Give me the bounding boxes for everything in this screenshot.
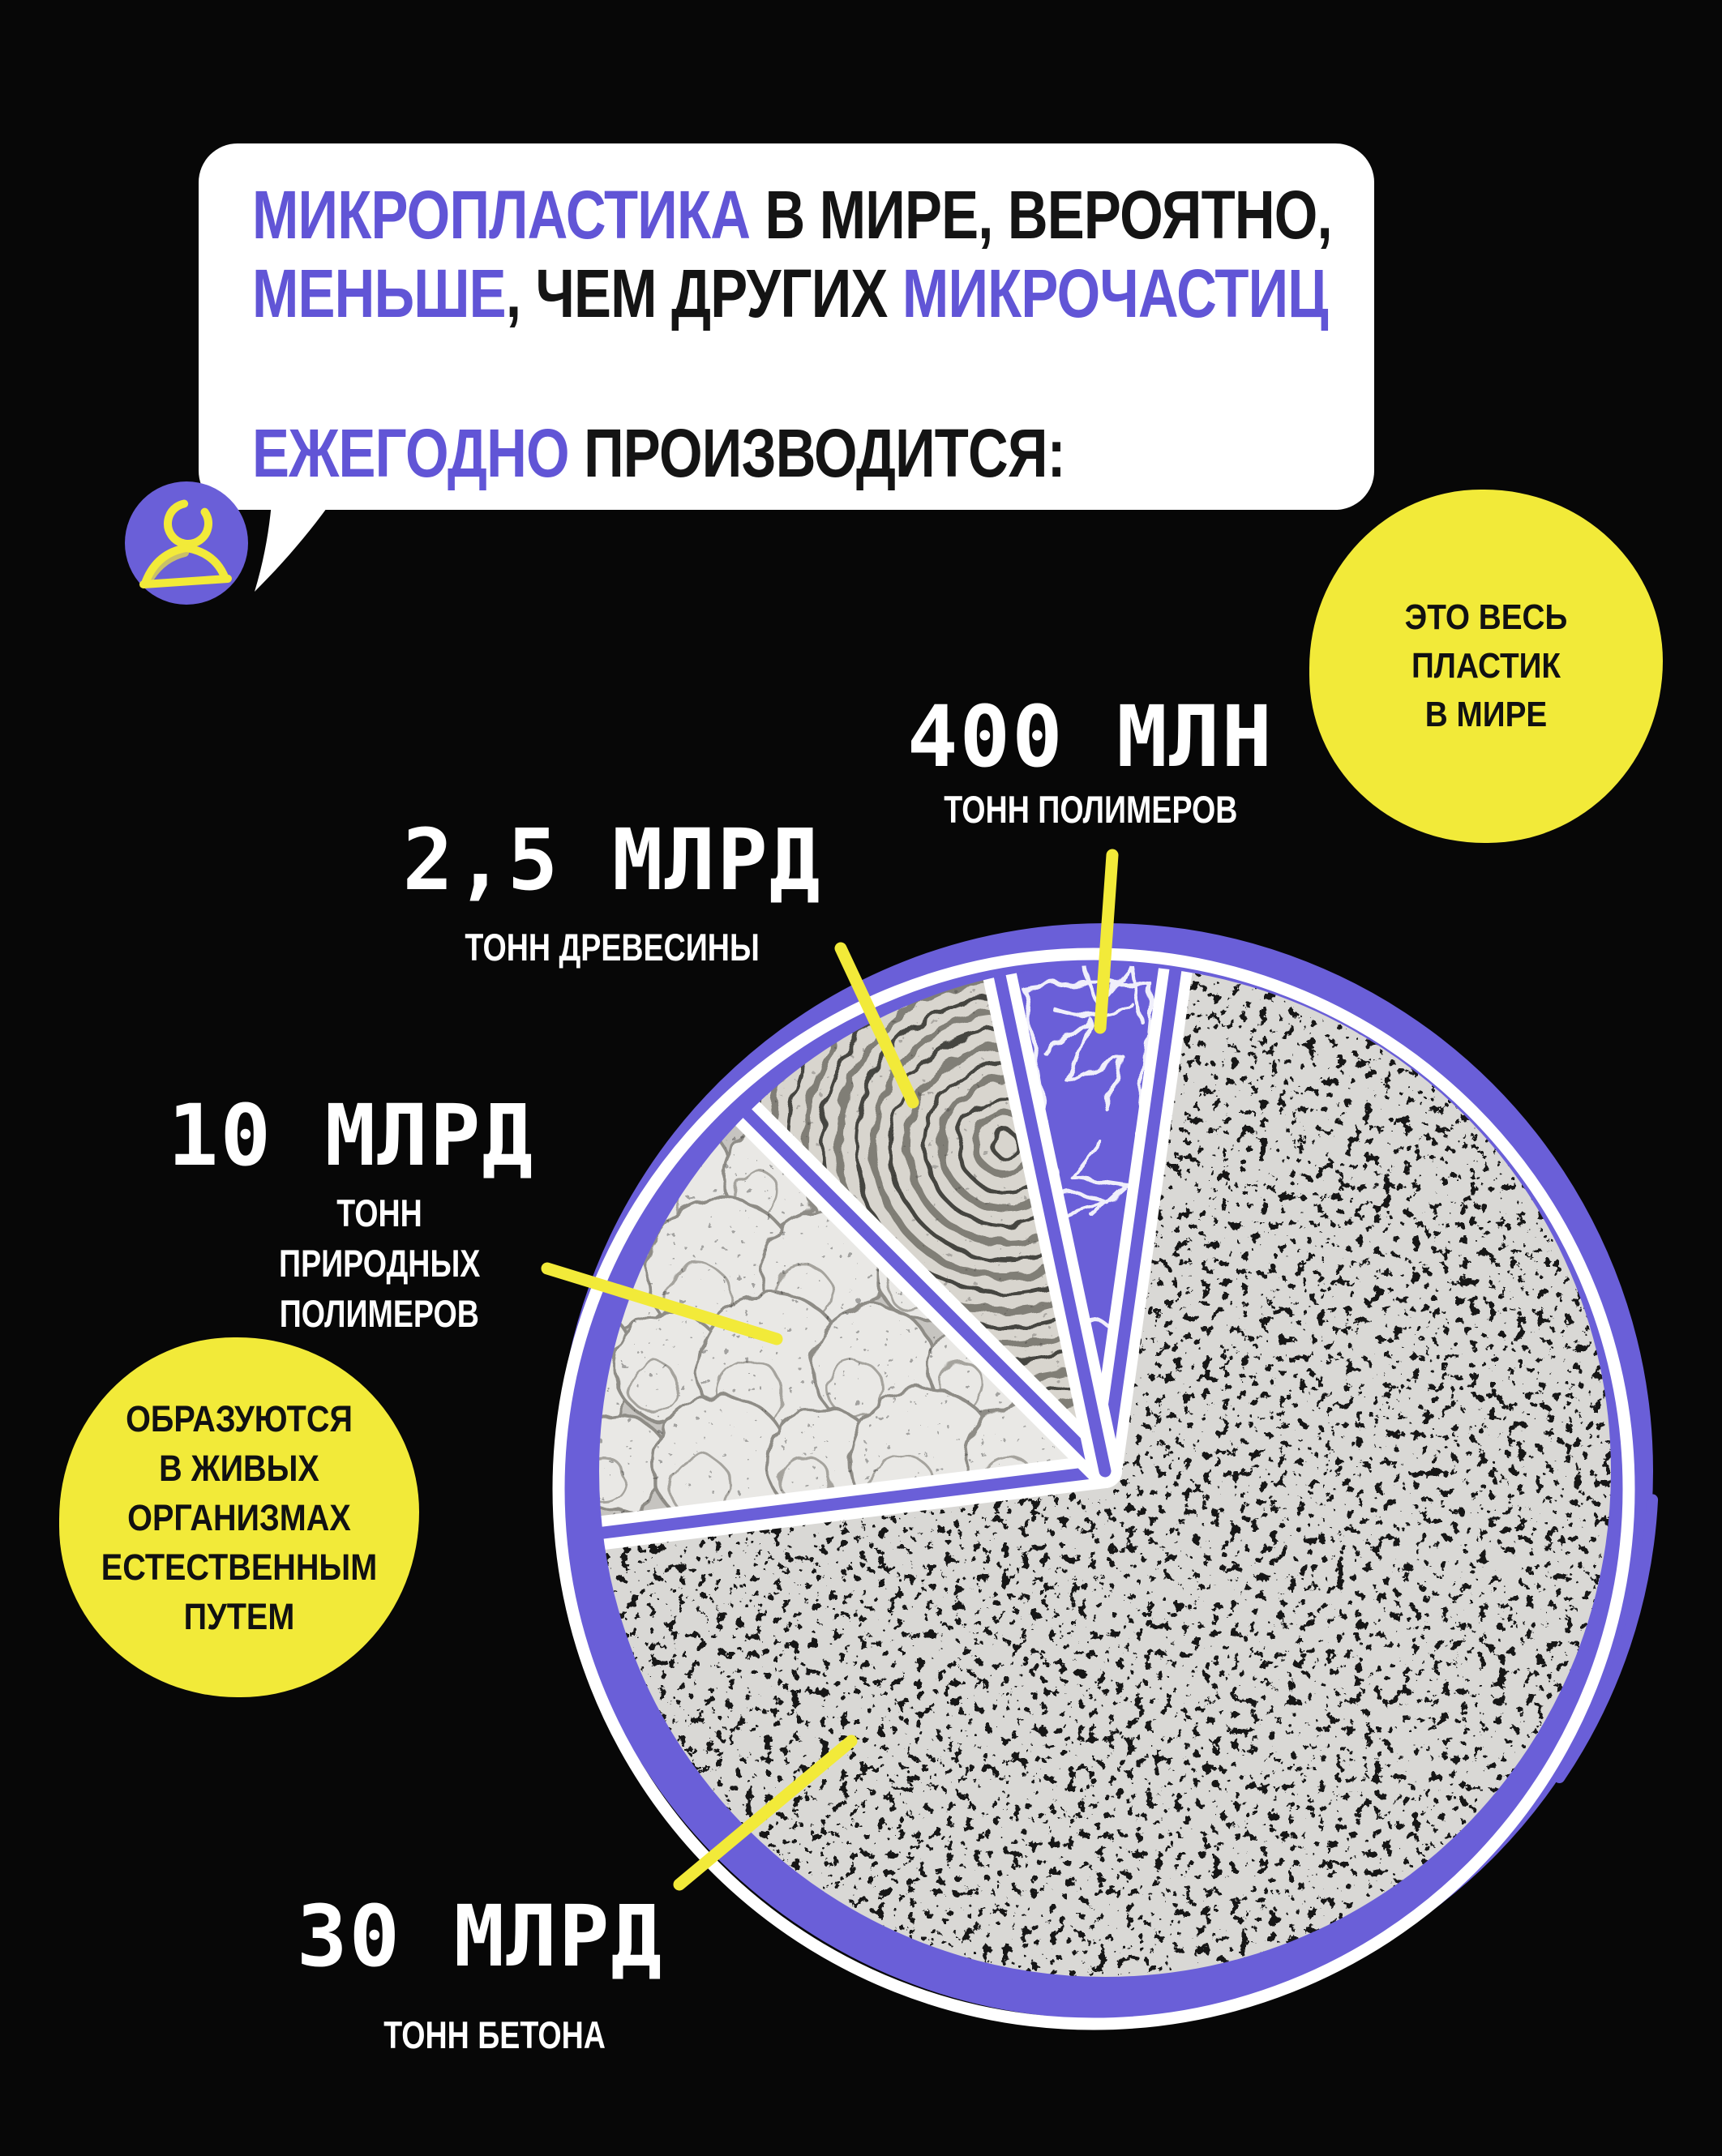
bubble-line-1: МИКРОПЛАСТИКА В МИРЕ, ВЕРОЯТНО,: [252, 176, 1333, 255]
label-sub-text: ТОНН: [336, 1191, 422, 1234]
bubble-line1-accent: МИКРОПЛАСТИКА: [252, 177, 751, 253]
label-value-natural: 10 МЛРД: [167, 1086, 535, 1185]
speech-bubble: МИКРОПЛАСТИКА В МИРЕ, ВЕРОЯТНО, МЕНЬШЕ, …: [199, 143, 1374, 510]
note-line: В ЖИВЫХ: [159, 1447, 319, 1489]
label-sub-text: ТОНН ПОЛИМЕРОВ: [943, 788, 1238, 831]
bubble-line2-accent: МЕНЬШЕ: [252, 255, 507, 332]
label-sub-text: ПОЛИМЕРОВ: [279, 1292, 480, 1335]
label-sub-text: ТОНН ДРЕВЕСИНЫ: [465, 926, 760, 969]
speech-bubble-tail: [255, 503, 331, 592]
label-sub-concrete: ТОНН БЕТОНА: [186, 2010, 803, 2060]
label-sub-wood: ТОНН ДРЕВЕСИНЫ: [304, 922, 920, 973]
pointer-line: [834, 942, 919, 1109]
pie-ring-overshoot: [1553, 1494, 1659, 1784]
bubble-line-3: ЕЖЕГОДНО ПРОИЗВОДИТСЯ:: [252, 414, 1332, 493]
bubble-line2-accent2: МИКРОЧАСТИЦ: [902, 255, 1329, 332]
label-value-wood: 2,5 МЛРД: [402, 811, 822, 909]
label-value-concrete: 30 МЛРД: [296, 1887, 664, 1986]
pointer-line: [541, 1262, 783, 1345]
note-all-plastic: ЭТО ВЕСЬ ПЛАСТИК В МИРЕ: [1309, 490, 1663, 843]
label-sub-polymers: ТОНН ПОЛИМЕРОВ: [782, 785, 1399, 835]
note-line: ЭТО ВЕСЬ: [1404, 597, 1568, 637]
avatar: [125, 481, 248, 605]
bubble-line1-rest: В МИРЕ, ВЕРОЯТНО,: [750, 177, 1332, 253]
pointer-line: [673, 1735, 858, 1891]
bubble-line2-mid: , ЧЕМ ДРУГИХ: [505, 255, 902, 332]
label-sub-text: ПРИРОДНЫХ: [278, 1242, 481, 1285]
bubble-line3-rest: ПРОИЗВОДИТСЯ:: [568, 415, 1065, 491]
label-sub-text: ТОНН БЕТОНА: [383, 2013, 606, 2056]
bubble-line-2: МЕНЬШЕ, ЧЕМ ДРУГИХ МИКРОЧАСТИЦ: [252, 255, 1332, 333]
note-line: ПУТЕМ: [183, 1595, 295, 1637]
note-line: ПЛАСТИК: [1411, 646, 1561, 686]
bubble-line3-accent: ЕЖЕГОДНО: [252, 415, 570, 491]
note-line: ОРГАНИЗМАХ: [127, 1496, 351, 1538]
pie-ring-white-accent: [552, 948, 1635, 2030]
pointer-line: [1094, 849, 1119, 1034]
note-line: ОБРАЗУЮТСЯ: [126, 1397, 353, 1439]
note-line: В МИРЕ: [1424, 695, 1548, 734]
label-sub-natural: ТОНН ПРИРОДНЫХ ПОЛИМЕРОВ: [71, 1188, 688, 1339]
label-value-polymers: 400 МЛН: [906, 687, 1274, 786]
note-natural-polymers: ОБРАЗУЮТСЯ В ЖИВЫХ ОРГАНИЗМАХ ЕСТЕСТВЕНН…: [59, 1337, 419, 1697]
person-icon: [139, 499, 232, 588]
speech-bubble-text: МИКРОПЛАСТИКА В МИРЕ, ВЕРОЯТНО, МЕНЬШЕ, …: [252, 176, 1333, 493]
note-line: ЕСТЕСТВЕННЫМ: [101, 1546, 378, 1588]
